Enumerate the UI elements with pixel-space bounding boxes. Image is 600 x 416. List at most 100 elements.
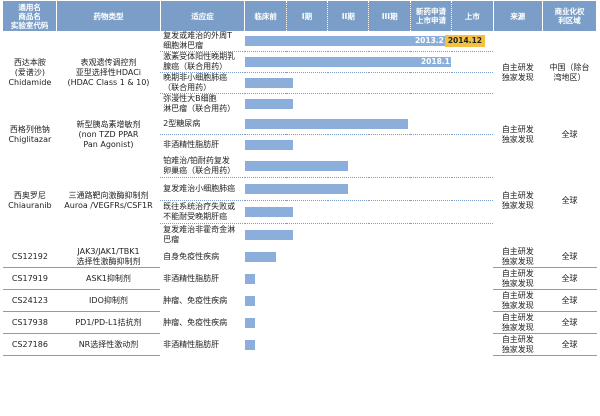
drug-name-cell: CS24123 <box>3 289 57 312</box>
drug-type-cell: ASK1抑制剂 <box>56 267 161 290</box>
header-indication: 适应症 <box>160 1 246 31</box>
drug-name-cn: 西格列他钠 <box>9 124 50 134</box>
drug-type-cell: 新型胰岛素增敏剂 (non TZD PPAR Pan Agonist) <box>76 119 141 149</box>
progress-bar <box>244 57 451 67</box>
table-row: 非酒精性脂肪肝 <box>3 135 597 156</box>
header-market: 上市 <box>451 1 494 31</box>
pipeline-table: 通用名 商品名 实验室代码 药物类型 适应症 临床前 I期 II期 III期 新药申… <box>3 1 597 356</box>
indication-text: 复发难治非霍奇金淋 巴瘤 <box>163 225 236 244</box>
source-cell: 自主研发 独家发现 <box>501 190 534 210</box>
region-cell: 全球 <box>561 195 578 205</box>
progress-bar <box>244 207 293 217</box>
indication-text: 既往系统治疗失败或 不能耐受晚期肝癌 <box>163 202 236 221</box>
region-cell: 全球 <box>542 333 597 356</box>
table-row: CS24123 IDO抑制剂 肿瘤、免疫性疾病 自主研发 独家发现 全球 <box>3 289 597 312</box>
progress-cell <box>244 94 493 115</box>
table-row: 晚期非小细胞肺癌 （联合用药） <box>3 72 597 94</box>
pipeline-body: 西达本胺 (爱谱沙) Chidamide 表观遗传调控剂 亚型选择性HDACi (HDAC… <box>3 31 597 356</box>
indication-text: 肿瘤、免疫性疾病 <box>163 295 228 305</box>
region-cell: 全球 <box>542 289 597 312</box>
source-cell: 自主研发 独家发现 <box>493 289 543 312</box>
progress-cell <box>244 72 493 94</box>
source-cell: 自主研发 独家发现 <box>493 267 543 290</box>
drug-name-cell: 西格列他钠 Chiglitazar <box>3 114 57 155</box>
table-row: 复发难治非霍奇金淋 巴瘤 <box>3 224 597 247</box>
header-nda: 新药申请 上市申请 <box>410 1 453 31</box>
source-cell: 自主研发 独家发现 <box>493 246 543 268</box>
progress-bar <box>244 36 445 46</box>
indication-cell: 2型糖尿病 <box>160 114 245 135</box>
drug-name-cn: CS12192 <box>11 251 48 261</box>
progress-bar <box>244 251 276 262</box>
drug-name-cn: 西奥罗尼 <box>13 190 46 200</box>
progress-bar <box>244 184 348 194</box>
indication-text: 复发难治小细胞肺癌 <box>163 184 236 193</box>
indication-cell: 自身免疫性疾病 <box>160 246 245 268</box>
region-cell: 全球 <box>561 129 578 139</box>
progress-bar <box>244 230 293 240</box>
source-cell: 自主研发 独家发现 <box>493 333 543 356</box>
region-cell: 全球 <box>542 311 597 334</box>
progress-bar <box>244 295 255 306</box>
drug-type-cell: 表观遗传调控剂 亚型选择性HDACi (HDAC Class 1 & 10) <box>67 57 150 87</box>
table-row: CS27186 NR选择性激动剂 非酒精性脂肪肝 自主研发 独家发现 全球 <box>3 333 597 356</box>
drug-name-en: Chidamide <box>8 77 52 87</box>
table-row: 西奥罗尼 Chiauranib 三通路靶向激酶抑制剂 Auroa /VEGFRs/CS… <box>3 155 597 210</box>
table-row: 西格列他钠 Chiglitazar 新型胰岛素增敏剂 (non TZD PPAR Pan… <box>3 114 597 149</box>
table-row: 弥漫性大B细胞 淋巴瘤（联合用药） <box>3 94 597 115</box>
drug-type-cell: IDO抑制剂 <box>56 289 161 312</box>
source-cell: 自主研发 独家发现 <box>493 311 543 334</box>
approval-date-label: 2013.2 <box>414 36 444 45</box>
drug-type-cell: JAK3/JAK1/TBK1 选择性激酶抑制剂 <box>56 246 161 268</box>
region-cell: 中国（除台 湾地区） <box>549 62 590 82</box>
progress-cell <box>244 334 493 356</box>
header-phase1: I期 <box>286 1 329 31</box>
progress-bar <box>244 161 348 171</box>
indication-cell: 激素受体阳性晚期乳 腺癌（联合用药） <box>160 51 245 73</box>
progress-bar <box>244 317 255 328</box>
progress-bar <box>244 99 293 109</box>
header-phase3: III期 <box>368 1 411 31</box>
source-cell: 自主研发 独家发现 <box>501 62 534 82</box>
progress-cell <box>244 246 493 268</box>
indication-cell: 晚期非小细胞肺癌 （联合用药） <box>160 72 245 94</box>
header-region: 商业化权 利区域 <box>542 1 597 31</box>
drug-name-cell: CS27186 <box>3 333 57 356</box>
indication-text: 弥漫性大B细胞 淋巴瘤（联合用药） <box>163 94 236 113</box>
table-row: 激素受体阳性晚期乳 腺癌（联合用药） 2018.11 <box>3 51 597 73</box>
header-preclinical: 临床前 <box>244 1 287 31</box>
progress-cell: 2013.2 2014.12 <box>244 31 493 52</box>
table-row: 复发难治小细胞肺癌 <box>3 177 597 201</box>
drug-name-cn: 西达本胺 (爱谱沙) <box>13 57 46 77</box>
progress-cell <box>244 312 493 334</box>
indication-text: 铂难治/铂耐药复发 卵巢癌（联合用药） <box>163 156 236 175</box>
drug-name-cn: CS17938 <box>11 317 48 327</box>
progress-bar <box>244 339 255 350</box>
drug-type-cell: PD1/PD-L1拮抗剂 <box>56 311 161 334</box>
indication-cell: 非酒精性脂肪肝 <box>160 135 245 156</box>
indication-cell: 铂难治/铂耐药复发 卵巢癌（联合用药） <box>160 155 245 178</box>
progress-cell <box>244 135 493 156</box>
indication-cell: 既往系统治疗失败或 不能耐受晚期肝癌 <box>160 200 245 224</box>
indication-cell: 复发难治非霍奇金淋 巴瘤 <box>160 224 245 247</box>
indication-cell: 复发或难治的外周T 细胞淋巴瘤 <box>160 31 245 52</box>
indication-cell: 复发难治小细胞肺癌 <box>160 177 245 201</box>
indication-text: 非酒精性脂肪肝 <box>163 339 220 349</box>
indication-cell: 非酒精性脂肪肝 <box>160 334 245 356</box>
indication-text: 激素受体阳性晚期乳 腺癌（联合用药） <box>163 52 236 71</box>
indication-text: 非酒精性脂肪肝 <box>163 140 220 149</box>
drug-name-cn: CS27186 <box>11 339 48 349</box>
drug-name-cell: CS17938 <box>3 311 57 334</box>
progress-cell <box>244 268 493 290</box>
progress-bar <box>244 78 293 88</box>
progress-bar <box>244 119 408 129</box>
drug-name-cell: 西达本胺 (爱谱沙) Chidamide <box>3 31 57 114</box>
source-cell: 自主研发 独家发现 <box>501 124 534 144</box>
progress-bar <box>244 273 255 284</box>
market-date-label: 2014.12 <box>444 35 485 47</box>
approval-date-label: 2018.11 <box>420 57 456 66</box>
table-row: CS17919 ASK1抑制剂 非酒精性脂肪肝 自主研发 独家发现 全球 <box>3 267 597 290</box>
indication-text: 晚期非小细胞肺癌 （联合用药） <box>163 73 228 92</box>
table-row: CS12192 JAK3/JAK1/TBK1 选择性激酶抑制剂 自身免疫性疾病 自主研发… <box>3 246 597 268</box>
header-source: 来源 <box>493 1 544 31</box>
